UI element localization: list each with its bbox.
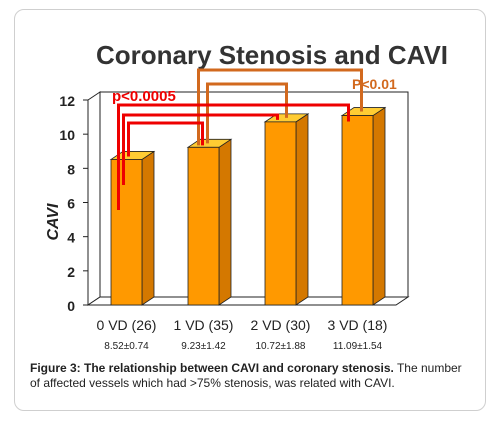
bar <box>110 159 143 306</box>
caption-text: The number of affected vessels which had… <box>30 361 462 390</box>
bar <box>187 146 220 306</box>
bar <box>341 115 374 306</box>
y-axis-label: CAVI <box>45 203 62 241</box>
x-tick-label: 3 VD (18) <box>328 317 388 333</box>
bracket-0vd-2vd <box>122 113 279 185</box>
bar-group <box>109 150 156 306</box>
value-label: 11.09±1.54 <box>333 341 383 352</box>
y-tick-label: 8 <box>67 161 75 177</box>
bar-group <box>186 138 233 306</box>
y-tick-label: 6 <box>67 196 75 212</box>
y-axis: 0 2 4 6 8 10 12 <box>59 93 88 314</box>
value-label: 10.72±1.88 <box>256 341 306 352</box>
y-tick-label: 4 <box>67 230 75 246</box>
bracket-1vd-3vd <box>197 68 363 146</box>
bar-group <box>340 106 387 306</box>
y-tick-label: 10 <box>59 127 75 143</box>
bar <box>264 121 297 306</box>
p-value-annotation: P<0.01 <box>352 76 397 92</box>
y-tick-label: 12 <box>59 93 75 109</box>
bar-side <box>295 113 309 306</box>
bracket-0vd-3vd <box>117 103 350 210</box>
p-value-annotation: p<0.0005 <box>112 88 176 105</box>
value-label: 9.23±1.42 <box>181 341 226 352</box>
y-tick-label: 0 <box>67 298 75 314</box>
x-tick-label: 0 VD (26) <box>97 317 157 333</box>
plot-side-wall <box>87 91 101 306</box>
significance-brackets: p<0.0005 P<0.01 <box>112 68 397 210</box>
caption-label: Figure 3: The relationship between CAVI … <box>30 361 394 375</box>
x-tick-label: 2 VD (30) <box>251 317 311 333</box>
y-tick-label: 2 <box>67 264 75 280</box>
value-label: 8.52±0.74 <box>104 341 149 352</box>
bar-side <box>218 138 232 306</box>
bracket-0vd-1vd <box>127 121 204 157</box>
x-axis: 0 VD (26) 8.52±0.74 1 VD (35) 9.23±1.42 2 VD… <box>97 317 388 352</box>
bar-side <box>372 106 386 306</box>
figure-caption: Figure 3: The relationship between CAVI … <box>30 361 475 391</box>
x-tick-label: 1 VD (35) <box>174 317 234 333</box>
bar-side <box>141 150 155 306</box>
bars <box>109 106 387 306</box>
bar-group <box>263 113 310 306</box>
chart-title: Coronary Stenosis and CAVI <box>96 40 448 70</box>
